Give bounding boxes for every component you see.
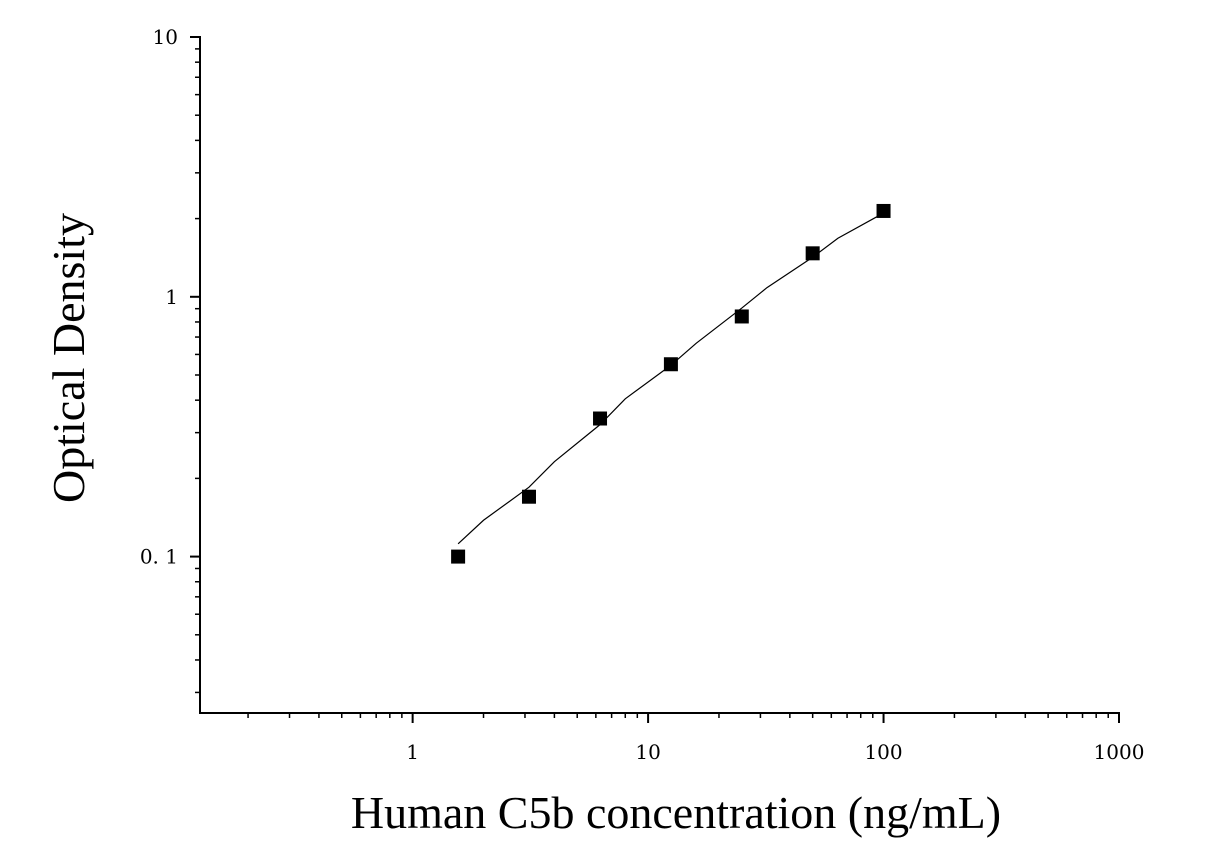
data-point <box>805 246 820 261</box>
data-points <box>451 203 891 564</box>
data-point <box>876 203 891 218</box>
y-axis-title: Optical Density <box>43 213 94 503</box>
y-tick-labels: 0. 1 1 10 <box>140 25 178 569</box>
data-point <box>663 357 678 372</box>
y-ticks <box>190 36 200 694</box>
x-axis-title: Human C5b concentration (ng/mL) <box>351 787 1001 838</box>
x-tick-label: 100 <box>864 740 902 764</box>
data-point <box>593 411 608 426</box>
y-tick-label: 10 <box>153 25 178 49</box>
fit-curve <box>457 212 884 545</box>
y-tick-label: 1 <box>165 285 178 309</box>
x-ticks <box>247 713 1120 723</box>
data-point <box>451 549 466 564</box>
x-tick-labels: 1 10 100 1000 <box>406 740 1144 764</box>
axes <box>199 36 1120 714</box>
x-tick-label: 1000 <box>1094 740 1145 764</box>
x-tick-label: 10 <box>635 740 660 764</box>
data-point <box>734 309 749 324</box>
x-tick-label: 1 <box>406 740 419 764</box>
y-tick-label: 0. 1 <box>140 545 178 569</box>
data-point <box>521 489 536 504</box>
